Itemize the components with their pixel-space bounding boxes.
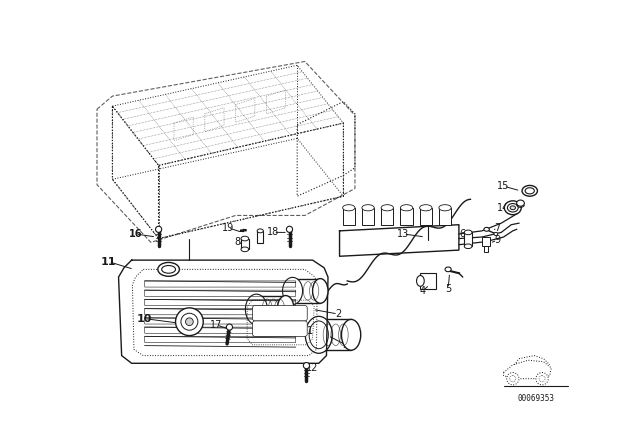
Ellipse shape: [420, 205, 432, 211]
FancyBboxPatch shape: [253, 321, 307, 336]
Text: 7: 7: [494, 223, 500, 233]
Ellipse shape: [162, 266, 175, 273]
Text: 11: 11: [100, 257, 116, 267]
Bar: [484, 246, 488, 252]
FancyBboxPatch shape: [253, 306, 307, 321]
Polygon shape: [340, 225, 459, 256]
Text: 6: 6: [460, 229, 466, 239]
Text: 9: 9: [494, 235, 500, 245]
Bar: [439, 208, 451, 225]
Ellipse shape: [417, 276, 424, 286]
Ellipse shape: [257, 229, 263, 233]
Text: 2: 2: [335, 309, 341, 319]
Text: 13: 13: [397, 229, 410, 239]
Text: 8: 8: [234, 237, 240, 247]
Text: 00069353: 00069353: [517, 394, 554, 403]
Bar: [381, 208, 394, 225]
Ellipse shape: [158, 263, 179, 276]
Bar: [420, 273, 436, 289]
Text: 4: 4: [420, 286, 426, 296]
Bar: [342, 208, 355, 225]
Bar: [241, 238, 249, 250]
Ellipse shape: [510, 206, 515, 210]
Ellipse shape: [362, 205, 374, 211]
Text: 5: 5: [445, 284, 451, 293]
Circle shape: [156, 226, 162, 233]
Ellipse shape: [285, 279, 300, 303]
Ellipse shape: [516, 200, 524, 206]
Text: 15: 15: [497, 181, 509, 191]
Circle shape: [181, 313, 198, 330]
Circle shape: [536, 373, 548, 385]
Circle shape: [227, 324, 232, 330]
Bar: [420, 208, 432, 225]
Bar: [257, 296, 285, 323]
Bar: [362, 208, 374, 225]
Bar: [482, 237, 490, 246]
Ellipse shape: [342, 319, 361, 350]
Bar: [401, 208, 413, 225]
Ellipse shape: [525, 188, 534, 194]
Ellipse shape: [241, 247, 249, 252]
Bar: [464, 233, 472, 246]
Circle shape: [287, 226, 292, 233]
Ellipse shape: [241, 236, 249, 241]
Ellipse shape: [342, 205, 355, 211]
Ellipse shape: [508, 203, 518, 212]
Ellipse shape: [401, 205, 413, 211]
Ellipse shape: [309, 319, 328, 350]
Ellipse shape: [445, 267, 451, 271]
Text: 17: 17: [210, 320, 223, 330]
Text: 16: 16: [129, 229, 142, 239]
Text: 14: 14: [497, 203, 509, 213]
Circle shape: [507, 373, 519, 385]
Ellipse shape: [381, 205, 394, 211]
Bar: [319, 319, 351, 350]
Text: 18: 18: [268, 228, 280, 237]
Bar: [257, 231, 263, 243]
Ellipse shape: [484, 228, 490, 231]
Ellipse shape: [277, 296, 294, 323]
Text: 1: 1: [307, 326, 312, 336]
Ellipse shape: [245, 294, 268, 325]
Text: 10: 10: [137, 314, 152, 323]
Ellipse shape: [494, 233, 498, 236]
Ellipse shape: [522, 185, 538, 196]
Ellipse shape: [305, 316, 332, 353]
Circle shape: [303, 362, 310, 369]
Ellipse shape: [312, 279, 328, 303]
Ellipse shape: [283, 277, 303, 305]
Bar: [292, 279, 320, 303]
Ellipse shape: [464, 230, 472, 235]
Text: 3: 3: [342, 340, 349, 350]
Polygon shape: [118, 260, 328, 363]
Ellipse shape: [439, 205, 451, 211]
Text: 19: 19: [222, 223, 234, 233]
Circle shape: [175, 308, 204, 336]
Ellipse shape: [248, 296, 265, 323]
Circle shape: [186, 318, 193, 326]
Ellipse shape: [504, 201, 521, 215]
Ellipse shape: [309, 321, 328, 349]
Text: 12: 12: [307, 363, 319, 373]
Ellipse shape: [464, 244, 472, 249]
